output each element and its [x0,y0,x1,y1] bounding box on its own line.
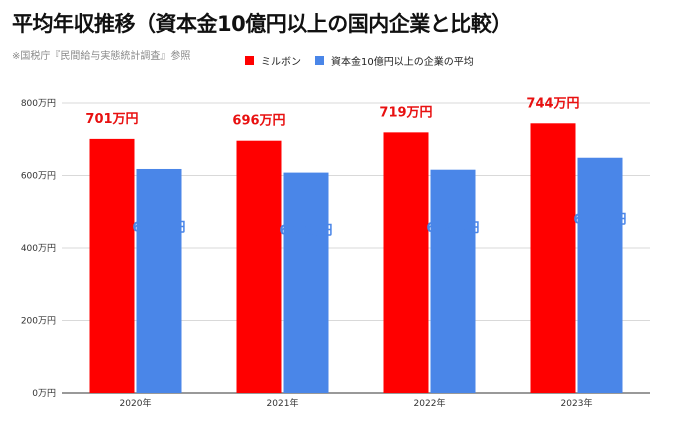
data-label-average: 618万円 [132,221,185,236]
x-tick-label: 2022年 [414,397,446,409]
legend-item-milbon: ミルボン [245,53,301,68]
legend: ミルボン 資本金10億円以上の企業の平均 [245,53,488,68]
data-label-milbon: 719万円 [379,105,432,120]
chart-subtitle: ※国税庁『民間給与実態統計調査』参照 [12,51,191,62]
y-tick-label: 0万円 [32,388,56,399]
x-tick-label: 2023年 [561,397,593,409]
legend-label-milbon: ミルボン [261,57,301,68]
bar-milbon [530,123,576,394]
data-label-average: 616万円 [426,221,479,236]
bar-average [577,157,623,393]
bar-average [136,168,182,393]
bar-milbon [383,132,429,394]
y-tick-label: 200万円 [21,316,56,327]
bar-milbon [89,138,135,393]
x-tick-label: 2021年 [267,397,299,409]
legend-swatch-average [315,56,324,65]
bar-average [283,172,329,393]
legend-label-average: 資本金10億円以上の企業の平均 [331,57,474,68]
data-label-milbon: 701万円 [85,112,138,127]
legend-item-average: 資本金10億円以上の企業の平均 [315,53,474,68]
legend-swatch-milbon [245,56,254,65]
y-tick-label: 400万円 [21,243,56,254]
y-tick-label: 800万円 [21,98,56,109]
data-label-milbon: 744万円 [526,96,579,111]
data-label-milbon: 696万円 [232,114,285,129]
y-tick-label: 600万円 [21,171,56,182]
chart-title: 平均年収推移（資本金10億円以上の国内企業と比較） [12,12,512,36]
data-label-average: 649万円 [573,213,626,228]
x-tick-label: 2020年 [120,397,152,409]
bar-average [430,169,476,393]
bar-milbon [236,140,282,393]
data-label-average: 608万円 [279,223,332,238]
